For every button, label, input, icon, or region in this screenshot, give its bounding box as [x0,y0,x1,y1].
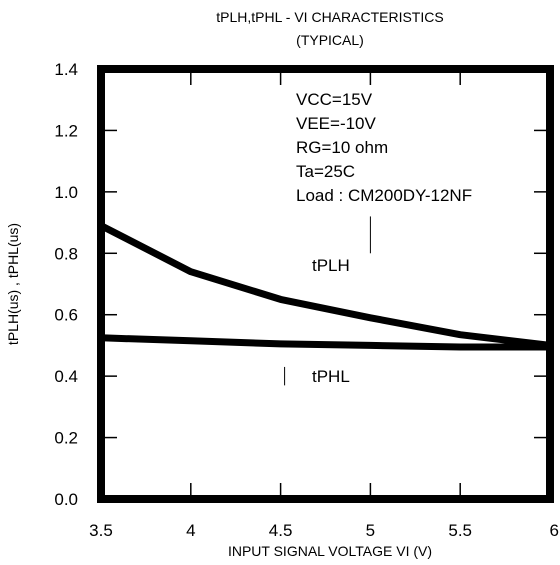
y-tick-label: 0.4 [54,367,78,386]
condition-line: VCC=15V [296,90,373,109]
condition-line: Ta=25C [296,162,355,181]
chart-subtitle: (TYPICAL) [296,32,364,48]
condition-line: RG=10 ohm [296,138,388,157]
x-tick-label: 4.5 [269,521,293,540]
series-labels: tPLH tPHL [300,254,361,387]
y-tick-labels: 0.0 0.2 0.4 0.6 0.8 1.0 1.2 1.4 [54,60,78,509]
x-tick-label: 4 [186,521,195,540]
series-line-tplh [99,222,551,349]
condition-line: Load : CM200DY-12NF [296,186,472,205]
x-tick-label: 5.5 [448,521,472,540]
x-tick-label: 6 [550,521,559,540]
series-label-tphl: tPHL [312,367,350,386]
x-axis-label: INPUT SIGNAL VOLTAGE VI (V) [228,543,432,559]
x-tick-labels: 3.5 4 4.5 5 5.5 6 [89,521,559,540]
series-label-bg [300,364,361,387]
series-label-bg [300,254,361,277]
x-tick-label: 3.5 [89,521,113,540]
y-tick-label: 1.4 [54,60,78,79]
y-tick-label: 0.0 [54,490,78,509]
condition-line: VEE=-10V [296,114,377,133]
series-layer [99,222,551,351]
y-axis-label: tPLH(us) , tPHL(us) [5,223,21,345]
y-tick-label: 0.6 [54,306,78,325]
y-tick-label: 1.2 [54,121,78,140]
plot-frame [97,65,554,503]
series-label-tplh: tPLH [312,256,350,275]
y-tick-label: 0.8 [54,244,78,263]
y-tick-label: 1.0 [54,183,78,202]
x-tick-label: 5 [366,521,375,540]
chart-title: tPLH,tPHL - VI CHARACTERISTICS [216,9,443,25]
y-tick-label: 0.2 [54,429,78,448]
conditions-annotation: VCC=15V VEE=-10V RG=10 ohm Ta=25C Load : CM2… [296,90,472,205]
tick-marks [101,69,550,499]
series-line-tphl [100,334,550,351]
